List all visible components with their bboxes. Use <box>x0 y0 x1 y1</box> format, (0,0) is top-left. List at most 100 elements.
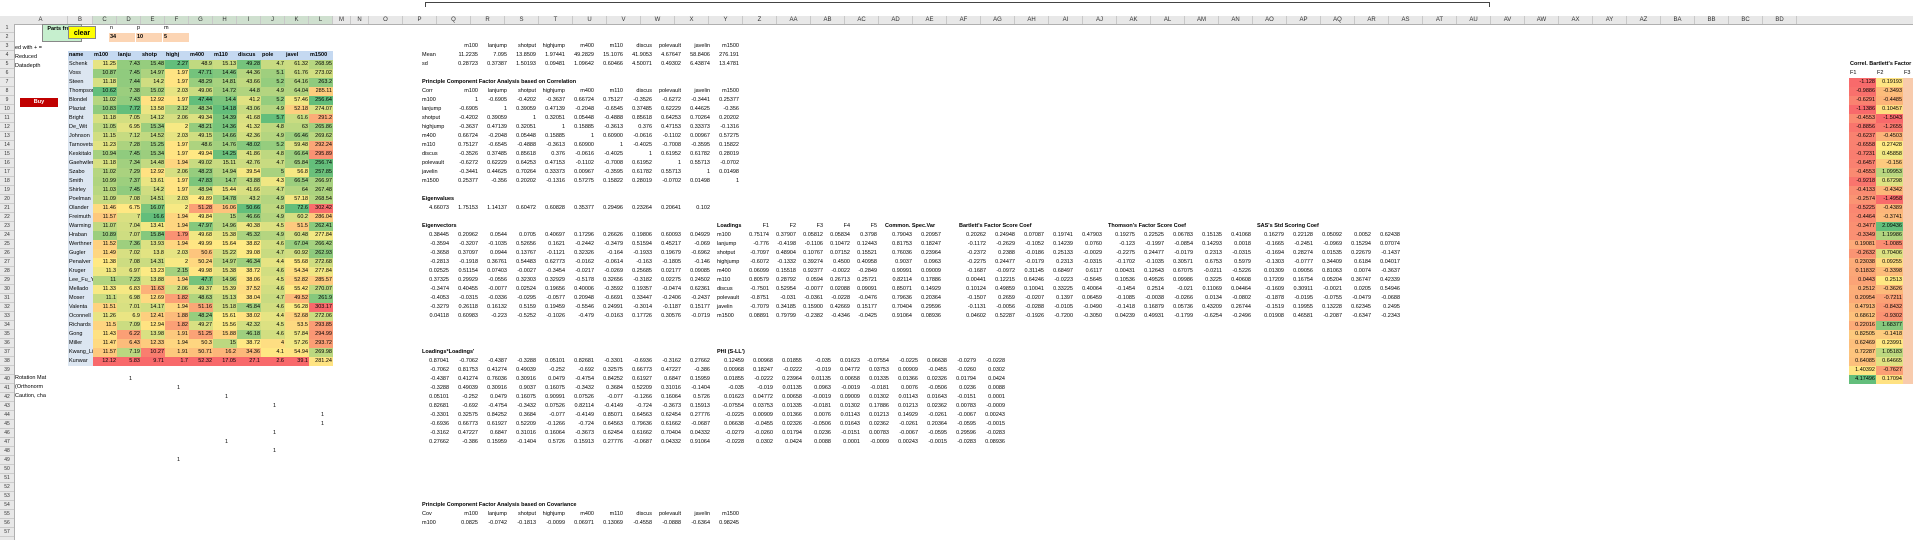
row-header-1[interactable]: 1 <box>0 24 14 33</box>
row-header-8[interactable]: 8 <box>0 87 14 96</box>
column-header-BC[interactable]: BC <box>1729 16 1763 24</box>
column-header-V[interactable]: V <box>607 16 641 24</box>
row-header-21[interactable]: 21 <box>0 204 14 213</box>
row-header-36[interactable]: 36 <box>0 339 14 348</box>
column-header-Y[interactable]: Y <box>709 16 743 24</box>
row-header-42[interactable]: 42 <box>0 393 14 402</box>
row-header-51[interactable]: 51 <box>0 474 14 483</box>
spreadsheet-grid[interactable]: Parts from: clear n 34 p 10 m 5 ed with … <box>14 24 1913 540</box>
row-header-47[interactable]: 47 <box>0 438 14 447</box>
row-header-48[interactable]: 48 <box>0 447 14 456</box>
column-header-AW[interactable]: AW <box>1525 16 1559 24</box>
column-header-AX[interactable]: AX <box>1559 16 1593 24</box>
row-header-34[interactable]: 34 <box>0 321 14 330</box>
n-input[interactable]: 34 <box>109 33 135 42</box>
row-header-37[interactable]: 37 <box>0 348 14 357</box>
row-header-7[interactable]: 7 <box>0 78 14 87</box>
column-header-AC[interactable]: AC <box>845 16 879 24</box>
row-header-30[interactable]: 30 <box>0 285 14 294</box>
column-header-BA[interactable]: BA <box>1661 16 1695 24</box>
column-header-BD[interactable]: BD <box>1763 16 1797 24</box>
column-header-BB[interactable]: BB <box>1695 16 1729 24</box>
column-header-AN[interactable]: AN <box>1219 16 1253 24</box>
column-header-AH[interactable]: AH <box>1015 16 1049 24</box>
column-header-F[interactable]: F <box>165 16 189 24</box>
column-header-U[interactable]: U <box>573 16 607 24</box>
column-header-P[interactable]: P <box>403 16 437 24</box>
row-header-43[interactable]: 43 <box>0 402 14 411</box>
row-header-46[interactable]: 46 <box>0 429 14 438</box>
row-header-20[interactable]: 20 <box>0 195 14 204</box>
row-header-38[interactable]: 38 <box>0 357 14 366</box>
row-header-18[interactable]: 18 <box>0 177 14 186</box>
column-header-M[interactable]: M <box>333 16 351 24</box>
column-header-AM[interactable]: AM <box>1185 16 1219 24</box>
column-header-AB[interactable]: AB <box>811 16 845 24</box>
column-header-E[interactable]: E <box>141 16 165 24</box>
column-header-X[interactable]: X <box>675 16 709 24</box>
row-header-23[interactable]: 23 <box>0 222 14 231</box>
row-header-33[interactable]: 33 <box>0 312 14 321</box>
clear-button[interactable]: clear <box>68 26 96 39</box>
row-header-40[interactable]: 40 <box>0 375 14 384</box>
column-header-AF[interactable]: AF <box>947 16 981 24</box>
column-header-Z[interactable]: Z <box>743 16 777 24</box>
row-header-29[interactable]: 29 <box>0 276 14 285</box>
row-header-3[interactable]: 3 <box>0 42 14 51</box>
column-header-Q[interactable]: Q <box>437 16 471 24</box>
row-header-12[interactable]: 12 <box>0 123 14 132</box>
row-header-16[interactable]: 16 <box>0 159 14 168</box>
row-header-50[interactable]: 50 <box>0 465 14 474</box>
column-header-J[interactable]: J <box>261 16 285 24</box>
m-input[interactable]: 5 <box>163 33 189 42</box>
column-header-AJ[interactable]: AJ <box>1083 16 1117 24</box>
column-header-W[interactable]: W <box>641 16 675 24</box>
p-input[interactable]: 10 <box>136 33 162 42</box>
row-header-53[interactable]: 53 <box>0 492 14 501</box>
column-header-AU[interactable]: AU <box>1457 16 1491 24</box>
column-header-AV[interactable]: AV <box>1491 16 1525 24</box>
row-header-9[interactable]: 9 <box>0 96 14 105</box>
column-header-D[interactable]: D <box>117 16 141 24</box>
column-header-AT[interactable]: AT <box>1423 16 1457 24</box>
row-header-11[interactable]: 11 <box>0 114 14 123</box>
row-header-27[interactable]: 27 <box>0 258 14 267</box>
column-header-A[interactable]: A <box>14 16 68 24</box>
column-header-B[interactable]: B <box>68 16 93 24</box>
row-header-15[interactable]: 15 <box>0 150 14 159</box>
row-header-39[interactable]: 39 <box>0 366 14 375</box>
column-header-AL[interactable]: AL <box>1151 16 1185 24</box>
row-header-19[interactable]: 19 <box>0 186 14 195</box>
row-header-56[interactable]: 56 <box>0 519 14 528</box>
row-header-17[interactable]: 17 <box>0 168 14 177</box>
row-header-54[interactable]: 54 <box>0 501 14 510</box>
row-header-10[interactable]: 10 <box>0 105 14 114</box>
column-header-AP[interactable]: AP <box>1287 16 1321 24</box>
column-header-AS[interactable]: AS <box>1389 16 1423 24</box>
row-header-6[interactable]: 6 <box>0 69 14 78</box>
row-header-32[interactable]: 32 <box>0 303 14 312</box>
row-header-4[interactable]: 4 <box>0 51 14 60</box>
column-header-T[interactable]: T <box>539 16 573 24</box>
row-header-31[interactable]: 31 <box>0 294 14 303</box>
row-header-35[interactable]: 35 <box>0 330 14 339</box>
row-header-5[interactable]: 5 <box>0 60 14 69</box>
column-header-AG[interactable]: AG <box>981 16 1015 24</box>
column-header-R[interactable]: R <box>471 16 505 24</box>
column-header-K[interactable]: K <box>285 16 309 24</box>
group-outline-bracket[interactable] <box>425 2 1490 12</box>
row-header-41[interactable]: 41 <box>0 384 14 393</box>
column-header-O[interactable]: O <box>369 16 403 24</box>
column-header-AY[interactable]: AY <box>1593 16 1627 24</box>
buy-button[interactable]: Buy <box>20 98 58 107</box>
row-header-25[interactable]: 25 <box>0 240 14 249</box>
row-header-28[interactable]: 28 <box>0 267 14 276</box>
column-header-AE[interactable]: AE <box>913 16 947 24</box>
column-header-N[interactable]: N <box>351 16 369 24</box>
column-header-AA[interactable]: AA <box>777 16 811 24</box>
row-header-22[interactable]: 22 <box>0 213 14 222</box>
row-header-24[interactable]: 24 <box>0 231 14 240</box>
column-header-L[interactable]: L <box>309 16 333 24</box>
row-header-45[interactable]: 45 <box>0 420 14 429</box>
row-header-44[interactable]: 44 <box>0 411 14 420</box>
